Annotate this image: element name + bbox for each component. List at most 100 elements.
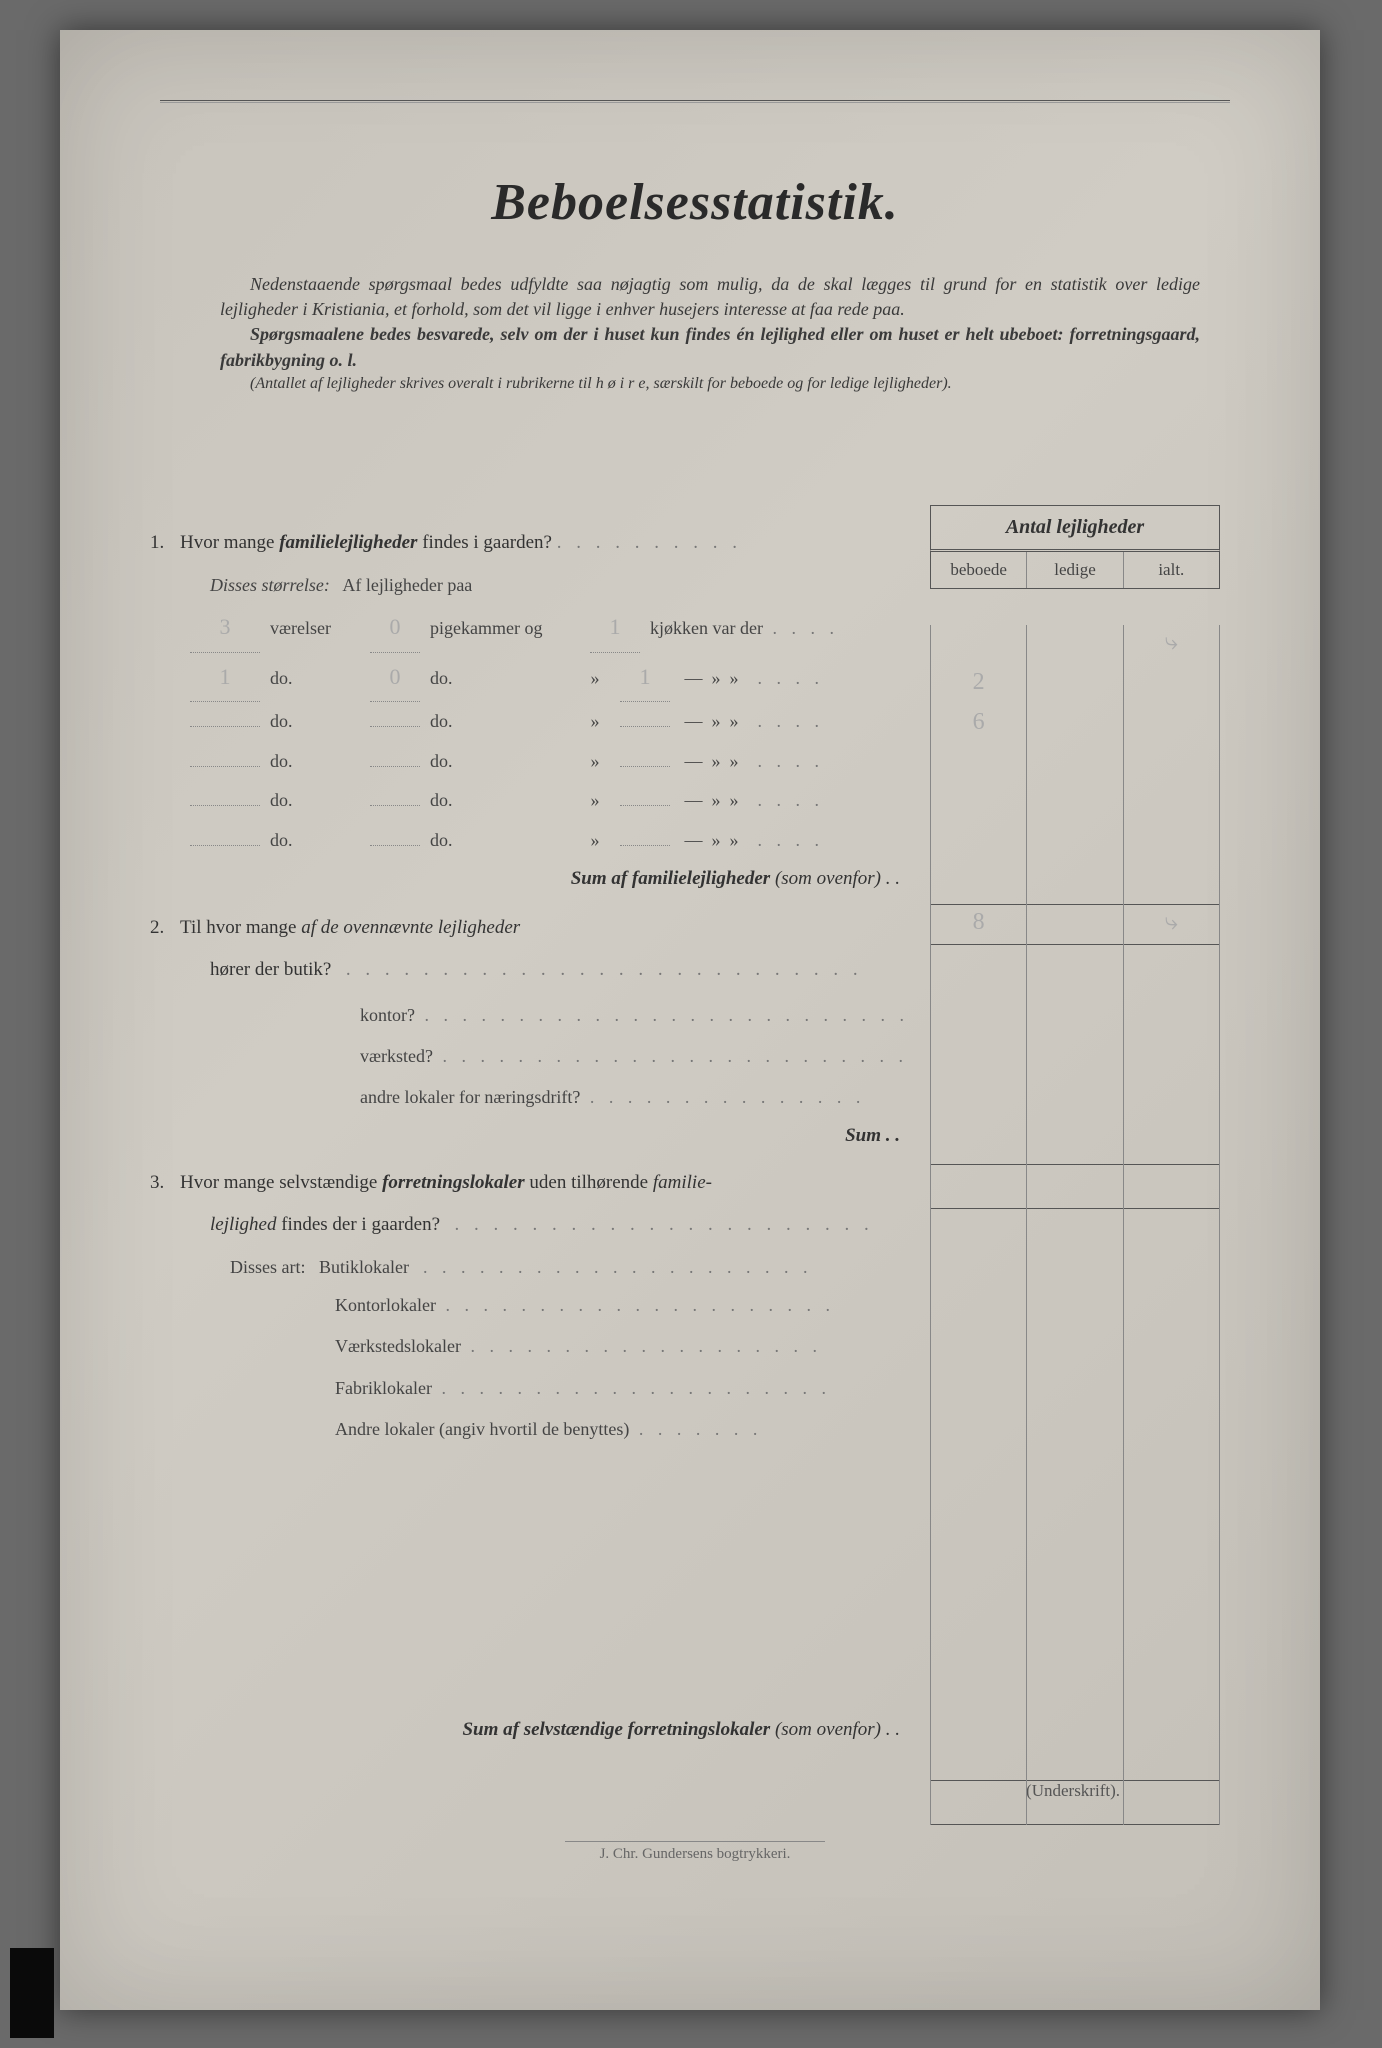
- dots: . . . . . . . . . . . . . . . . . . . . …: [445, 1214, 874, 1235]
- dash: — » »: [680, 742, 739, 782]
- blank: [1027, 1517, 1122, 1561]
- dots: . . . . . . .: [629, 1419, 762, 1439]
- q3-fabrik-beboede: [931, 1429, 1026, 1473]
- q1-r5-v: [190, 845, 260, 846]
- blank: [1124, 1605, 1219, 1649]
- label-do: do.: [270, 659, 370, 699]
- blank: [1027, 1209, 1122, 1253]
- blank: [931, 1605, 1026, 1649]
- q1-r5-ledige: [1027, 865, 1122, 905]
- blank: [931, 1517, 1026, 1561]
- q1-sub-a: Disses størrelse:: [210, 575, 330, 595]
- label-do: do.: [430, 781, 580, 821]
- q1-r4-beboede: [931, 825, 1026, 865]
- q3-sum-suffix: (som ovenfor) . .: [770, 1719, 900, 1740]
- dots: . . . . . . . . . . . . . . . . . . . . …: [433, 1046, 908, 1066]
- q1-r4-p: [370, 805, 420, 806]
- q1-r2-v: [190, 726, 260, 727]
- dots: . . . . . . . . . . . . . . . . . . . . …: [432, 1378, 831, 1398]
- quote-mark: »: [580, 821, 610, 861]
- q1-r3-ledige: [1027, 785, 1122, 825]
- q1-r1-beboede: 6: [931, 705, 1026, 745]
- blank: [1124, 1517, 1219, 1561]
- q1-r2-k: [620, 726, 670, 727]
- blank: [1124, 1253, 1219, 1297]
- q2-text-em: af de ovennævnte lejligheder: [301, 917, 520, 938]
- q2-sum-beboede: [931, 1165, 1026, 1209]
- col-ledige: [1027, 625, 1123, 1825]
- q1-r2-p: [370, 726, 420, 727]
- blank: [1124, 1649, 1219, 1693]
- dots: . . . . . . . . . . . . . . . . . . . . …: [415, 1005, 909, 1025]
- blank: [1027, 1341, 1122, 1385]
- blank: [1027, 1561, 1122, 1605]
- q3-text-b: uden tilhørende: [525, 1172, 653, 1193]
- q1-sub-b: Af lejligheder paa: [342, 575, 472, 595]
- blank: [1027, 989, 1122, 1033]
- q1-r1-ledige: [1027, 705, 1122, 745]
- q3-text-em: forretningslokaler: [382, 1172, 525, 1193]
- q3-kontor-beboede: [931, 1341, 1026, 1385]
- q1-r5-k: [620, 845, 670, 846]
- label-do: do.: [270, 742, 370, 782]
- q3-item-1: Kontorlokaler: [335, 1295, 436, 1315]
- printer-credit: J. Chr. Gundersens bogtrykkeri.: [565, 1841, 825, 1863]
- q2-sum: Sum . .: [160, 1125, 900, 1147]
- q1-sum-suffix: (som ovenfor) . .: [770, 868, 900, 889]
- film-edge-artifact: [10, 1948, 54, 2038]
- dots: . . . .: [739, 781, 825, 821]
- dash: — » »: [680, 659, 739, 699]
- q1-header-blank: [931, 625, 1026, 665]
- dots: . . . . . . . . . . . . . . . . . . . . …: [413, 1257, 812, 1277]
- blank: [1027, 1693, 1122, 1737]
- blank: [1124, 1033, 1219, 1077]
- blank: [931, 1693, 1026, 1737]
- q1-r3-beboede: [931, 785, 1026, 825]
- page-title: Beboelsesstatistik.: [160, 173, 1230, 232]
- blank: [931, 1209, 1026, 1253]
- blank: [1124, 989, 1219, 1033]
- q3-text-a: Hvor mange selvstændige: [180, 1172, 382, 1193]
- dots: . . . .: [739, 702, 825, 742]
- q2-text-a: Til hvor mange: [180, 917, 301, 938]
- q1-text-a: Hvor mange: [180, 532, 279, 553]
- q1-r2-ledige: [1027, 745, 1122, 785]
- blank: [1027, 1253, 1122, 1297]
- intro-p2: Spørgsmaalene bedes besvarede, selv om d…: [220, 322, 1200, 372]
- blank: [1027, 1781, 1122, 1825]
- blank: [1027, 1121, 1122, 1165]
- q3-line2: findes der i gaarden?: [276, 1214, 440, 1235]
- blank: [1027, 1473, 1122, 1517]
- label-pigekammer: pigekammer og: [430, 609, 580, 649]
- q1-r2-beboede: [931, 745, 1026, 785]
- blank: [1124, 1165, 1219, 1209]
- q1-r0-ledige: [1027, 665, 1122, 705]
- blank: [1124, 1561, 1219, 1605]
- intro-p3: (Antallet af lejligheder skrives overalt…: [220, 373, 1200, 395]
- blank: [931, 1649, 1026, 1693]
- q2-kontor: kontor?: [360, 1005, 415, 1025]
- q2-vaerksted: værksted?: [360, 1046, 433, 1066]
- quote-mark: »: [580, 659, 610, 699]
- q1-sum-ledige: [1027, 905, 1122, 945]
- q1-r1-ialt: [1124, 705, 1219, 745]
- q1-r0-p: 0: [370, 603, 420, 652]
- dash: — » »: [680, 702, 739, 742]
- col-beboede: 2 6 8: [930, 625, 1027, 1825]
- q3-item-0: Butiklokaler: [319, 1257, 409, 1277]
- blank: [931, 945, 1026, 989]
- q1-sum-label: Sum af familielejligheder: [571, 868, 771, 889]
- q1-ialt-top: ⤷: [1124, 625, 1219, 665]
- blank: [931, 1561, 1026, 1605]
- q3-andre-beboede: [931, 1473, 1026, 1517]
- q3-item-3: Fabriklokaler: [335, 1378, 432, 1398]
- q3-sum-line: Sum af selvstændige forretningslokaler (…: [160, 1719, 900, 1741]
- dots: . . . . . . . . . . . . . . .: [580, 1087, 865, 1107]
- q3-item-2: Værkstedslokaler: [335, 1336, 461, 1356]
- quote-mark: »: [580, 742, 610, 782]
- blank: [1027, 1605, 1122, 1649]
- blank: [1124, 1209, 1219, 1253]
- dots: . . . .: [739, 659, 825, 699]
- q3-sum-label: Sum af selvstændige forretningslokaler: [462, 1719, 770, 1740]
- label-vaerelser: værelser: [270, 609, 370, 649]
